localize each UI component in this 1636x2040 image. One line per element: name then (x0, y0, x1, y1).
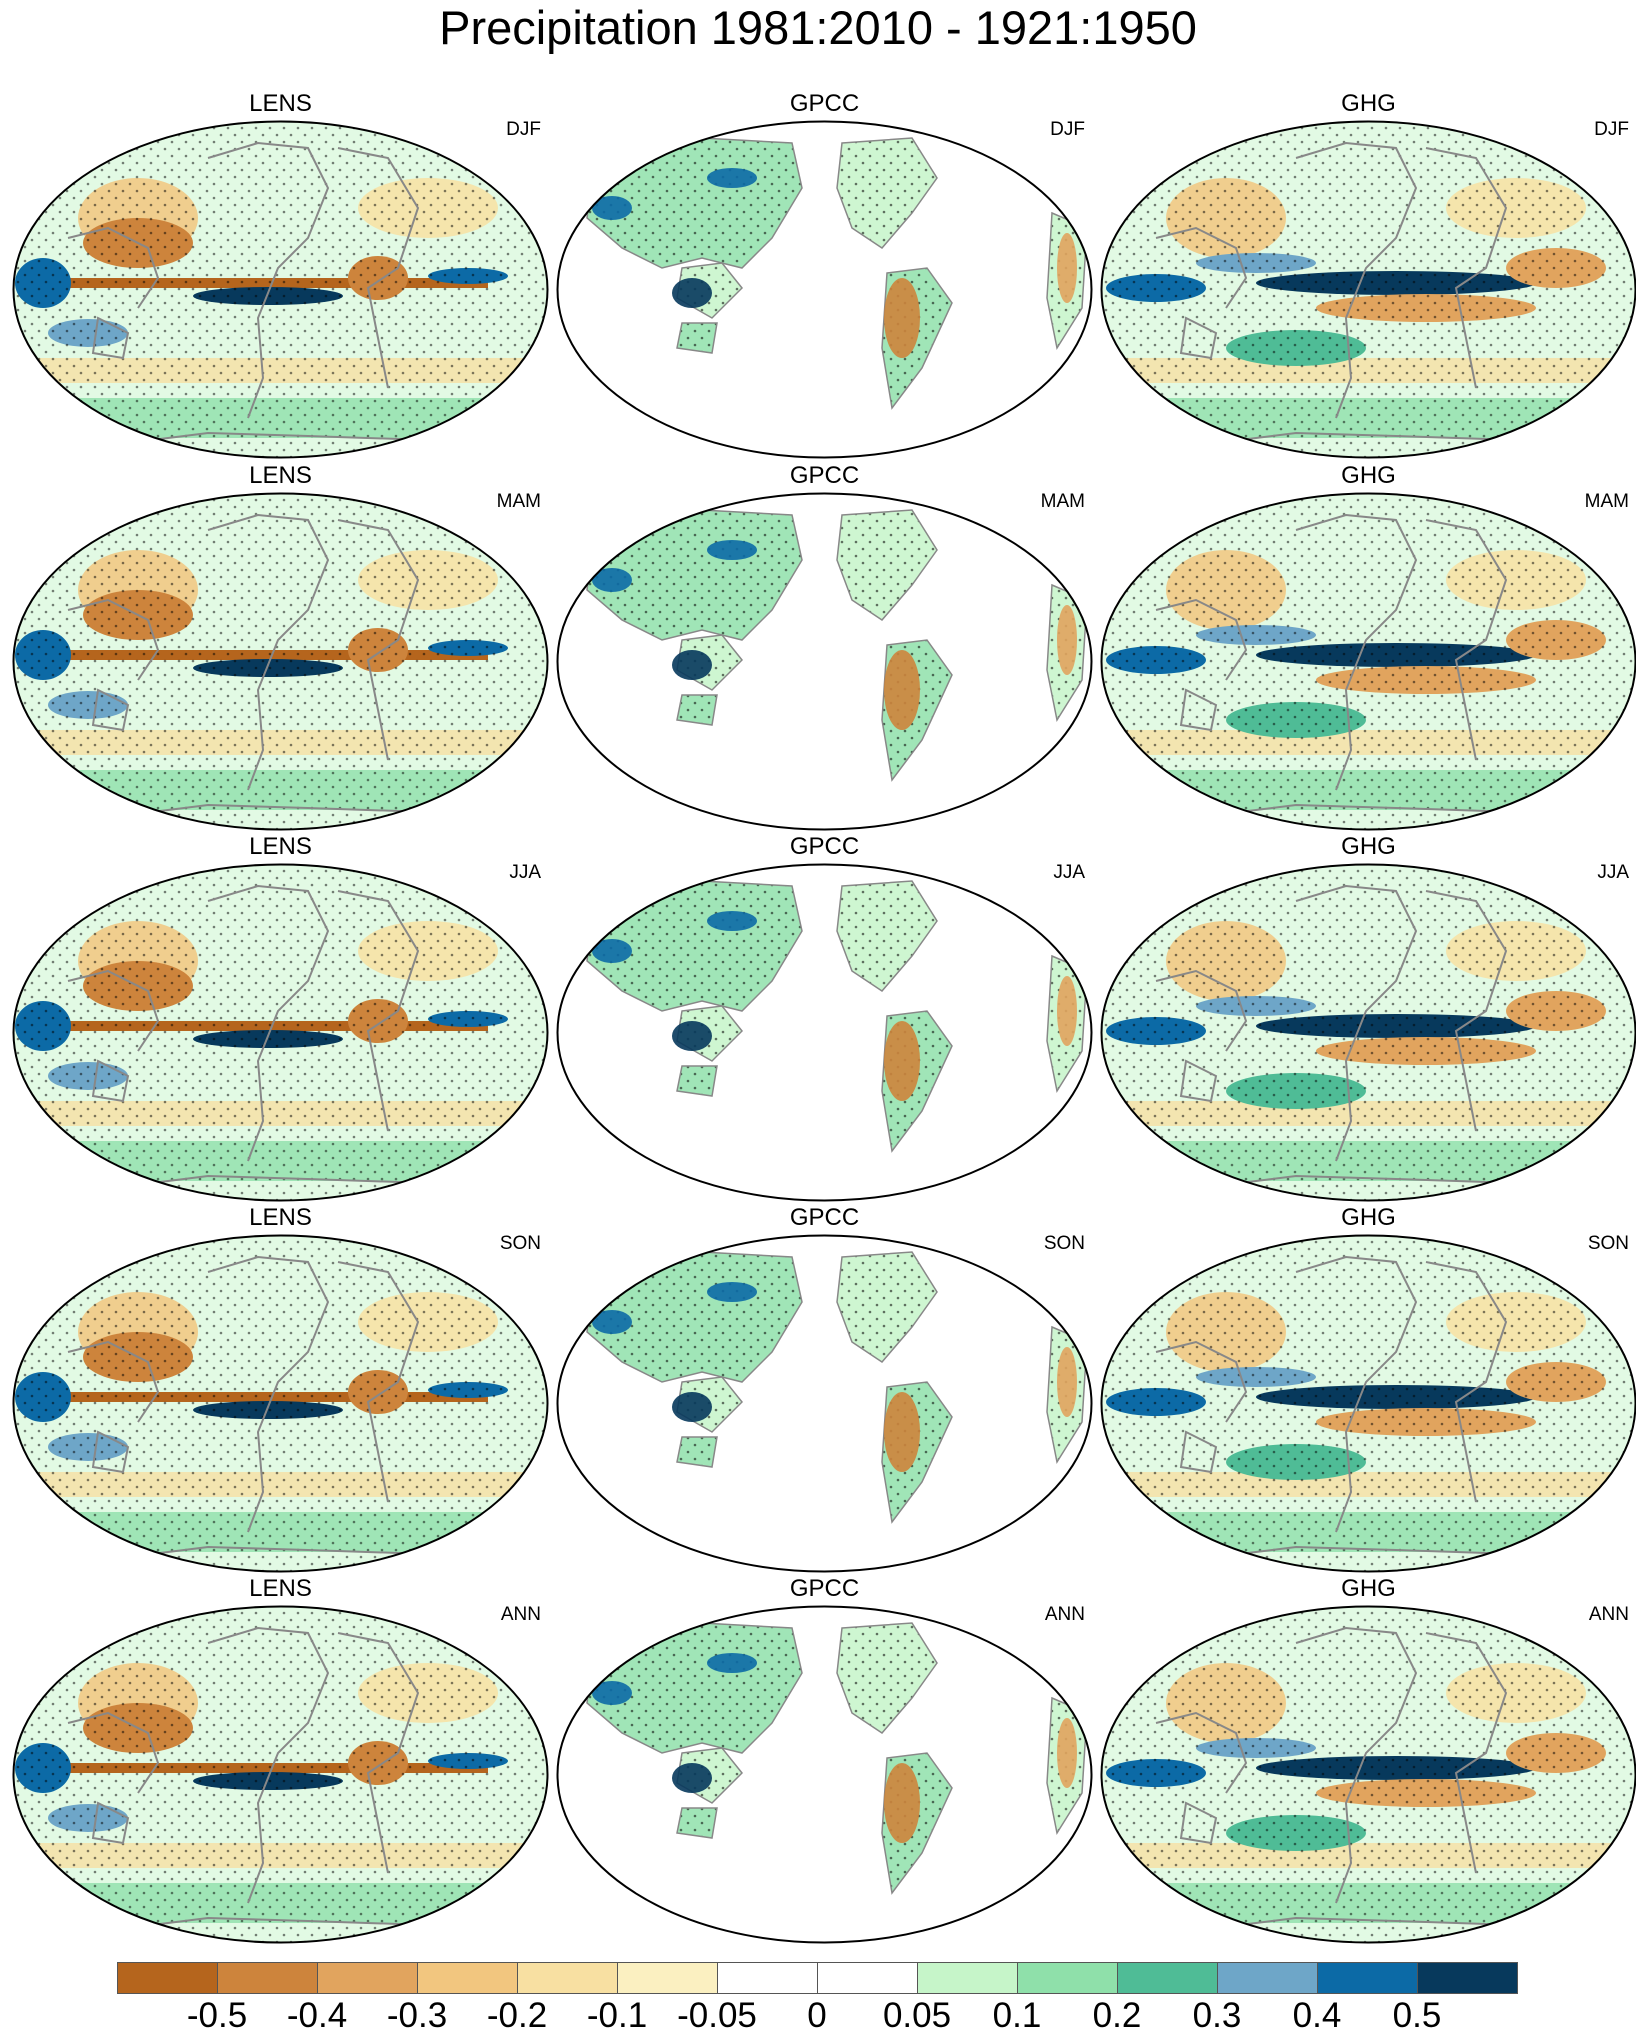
map-panel-ghg-mam: GHG MAM (1096, 462, 1636, 833)
panel-season-label: ANN (500, 1604, 541, 1625)
map-plot (12, 120, 549, 459)
panel-grid: LENS DJF GPCC DJF GHG DJF LENS MAM GPCC MAM GHG MAM… (0, 90, 1636, 1960)
colorbar-swatch (1217, 1962, 1318, 1994)
panel-dataset-label: LENS (249, 462, 312, 489)
colorbar-tick-label: 0.5 (1392, 1996, 1442, 2035)
panel-season-label: SON (1043, 1233, 1085, 1254)
panel-season-label: SON (1587, 1233, 1629, 1254)
panel-season-label: JJA (509, 862, 541, 883)
map-panel-gpcc-djf: GPCC DJF (552, 90, 1097, 461)
panel-season-label: MAM (1040, 491, 1085, 512)
panel-dataset-label: GPCC (789, 90, 860, 117)
colorbar-swatch (117, 1962, 218, 1994)
colorbar-tick-label: -0.4 (286, 1996, 348, 2035)
panel-dataset-label: GPCC (789, 462, 860, 489)
colorbar-swatch (917, 1962, 1018, 1994)
map-plot (12, 863, 549, 1202)
map-plot (556, 1605, 1093, 1944)
colorbar-tick-label: -0.1 (586, 1996, 648, 2035)
panel-season-label: MAM (1584, 491, 1629, 512)
map-panel-lens-mam: LENS MAM (8, 462, 553, 833)
colorbar-tick-label: 0.2 (1092, 1996, 1142, 2035)
panel-dataset-label: LENS (249, 90, 312, 117)
map-plot (1100, 1234, 1636, 1573)
colorbar-tick-label: 0.4 (1292, 1996, 1342, 2035)
panel-dataset-label: GPCC (789, 1575, 860, 1602)
map-plot (12, 1234, 549, 1573)
colorbar-tick-label: -0.05 (677, 1996, 757, 2035)
map-plot (1100, 863, 1636, 1202)
colorbar-tick-label: 0 (807, 1996, 827, 2035)
panel-dataset-label: GPCC (789, 833, 860, 860)
colorbar-tick-label: -0.2 (486, 1996, 548, 2035)
colorbar-swatch (617, 1962, 718, 1994)
colorbar-swatch (1417, 1962, 1518, 1994)
panel-season-label: DJF (1050, 119, 1085, 140)
colorbar-swatch (717, 1962, 818, 1994)
colorbar-swatch (317, 1962, 418, 1994)
colorbar-swatch (417, 1962, 518, 1994)
panel-dataset-label: GHG (1341, 1575, 1396, 1602)
colorbar-swatch (817, 1962, 918, 1994)
map-plot (1100, 1605, 1636, 1944)
panel-dataset-label: LENS (249, 833, 312, 860)
colorbar-swatch (1317, 1962, 1418, 1994)
page-title: Precipitation 1981:2010 - 1921:1950 (439, 1, 1197, 54)
map-plot (556, 863, 1093, 1202)
map-plot (556, 120, 1093, 459)
panel-dataset-label: LENS (249, 1575, 312, 1602)
map-plot (12, 492, 549, 831)
map-plot (1100, 492, 1636, 831)
map-panel-ghg-djf: GHG DJF (1096, 90, 1636, 461)
panel-season-label: JJA (1053, 862, 1085, 883)
colorbar-swatch (1017, 1962, 1118, 1994)
panel-dataset-label: GHG (1341, 833, 1396, 860)
map-panel-gpcc-ann: GPCC ANN (552, 1575, 1097, 1946)
map-panel-ghg-son: GHG SON (1096, 1204, 1636, 1575)
map-panel-gpcc-son: GPCC SON (552, 1204, 1097, 1575)
map-plot (556, 1234, 1093, 1573)
map-panel-gpcc-mam: GPCC MAM (552, 462, 1097, 833)
colorbar-tick-label: 0.1 (992, 1996, 1042, 2035)
panel-dataset-label: GHG (1341, 90, 1396, 117)
colorbar-swatch (217, 1962, 318, 1994)
panel-season-label: DJF (1594, 119, 1629, 140)
map-plot (1100, 120, 1636, 459)
colorbar (117, 1962, 1518, 1996)
map-panel-lens-djf: LENS DJF (8, 90, 553, 461)
colorbar-tick-label: -0.5 (186, 1996, 248, 2035)
map-plot (12, 1605, 549, 1944)
panel-season-label: JJA (1597, 862, 1629, 883)
colorbar-swatch (517, 1962, 618, 1994)
panel-dataset-label: GHG (1341, 462, 1396, 489)
colorbar-tick-label: -0.3 (386, 1996, 448, 2035)
panel-season-label: ANN (1044, 1604, 1085, 1625)
panel-season-label: SON (499, 1233, 541, 1254)
map-plot (556, 492, 1093, 831)
map-panel-lens-son: LENS SON (8, 1204, 553, 1575)
map-panel-lens-ann: LENS ANN (8, 1575, 553, 1946)
colorbar-swatch (1117, 1962, 1218, 1994)
map-panel-lens-jja: LENS JJA (8, 833, 553, 1204)
panel-dataset-label: GHG (1341, 1204, 1396, 1231)
colorbar-tick-label: 0.05 (882, 1996, 952, 2035)
colorbar-tick-labels: -0.5 -0.4 -0.3 -0.2 -0.1 -0.05 0 0.05 0.1 0.2 0.3 0… (0, 1994, 1636, 2040)
colorbar-tick-label: 0.3 (1192, 1996, 1242, 2035)
panel-season-label: ANN (1588, 1604, 1629, 1625)
map-panel-ghg-jja: GHG JJA (1096, 833, 1636, 1204)
panel-dataset-label: LENS (249, 1204, 312, 1231)
panel-dataset-label: GPCC (789, 1204, 860, 1231)
map-panel-ghg-ann: GHG ANN (1096, 1575, 1636, 1946)
panel-season-label: DJF (506, 119, 541, 140)
map-panel-gpcc-jja: GPCC JJA (552, 833, 1097, 1204)
panel-season-label: MAM (496, 491, 541, 512)
